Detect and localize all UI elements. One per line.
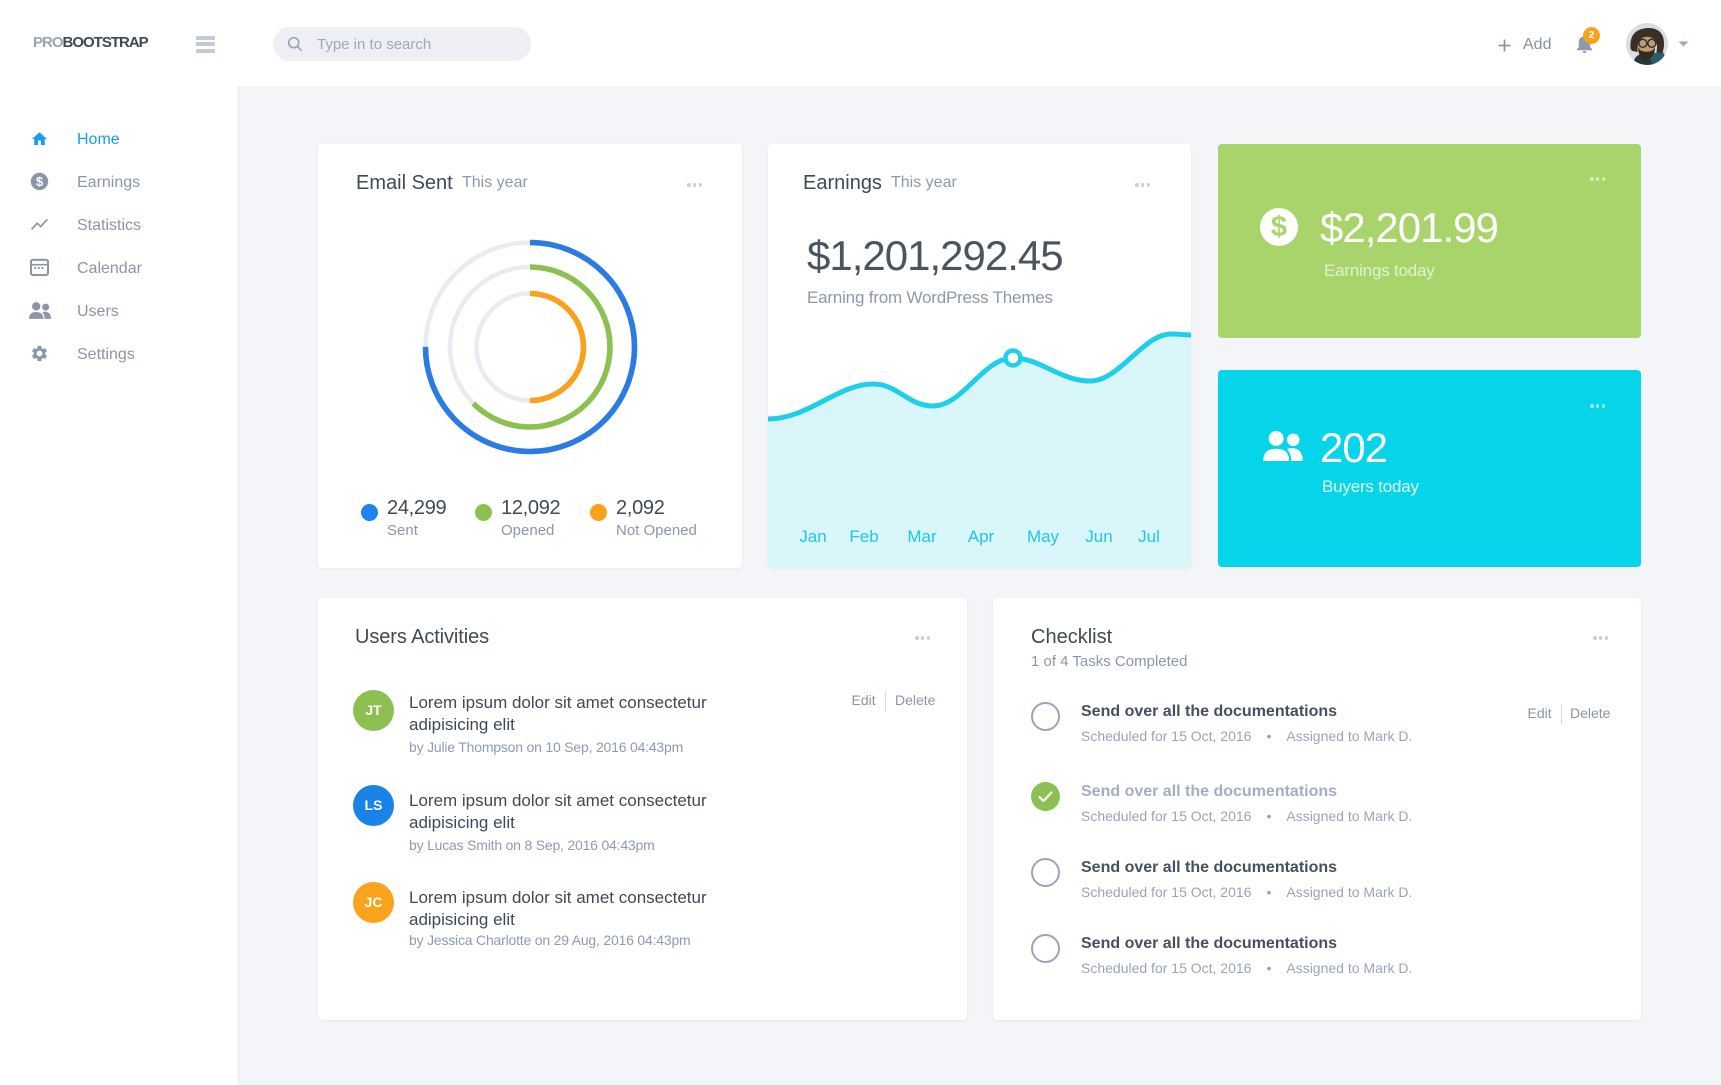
svg-text:$: $ <box>36 175 43 189</box>
